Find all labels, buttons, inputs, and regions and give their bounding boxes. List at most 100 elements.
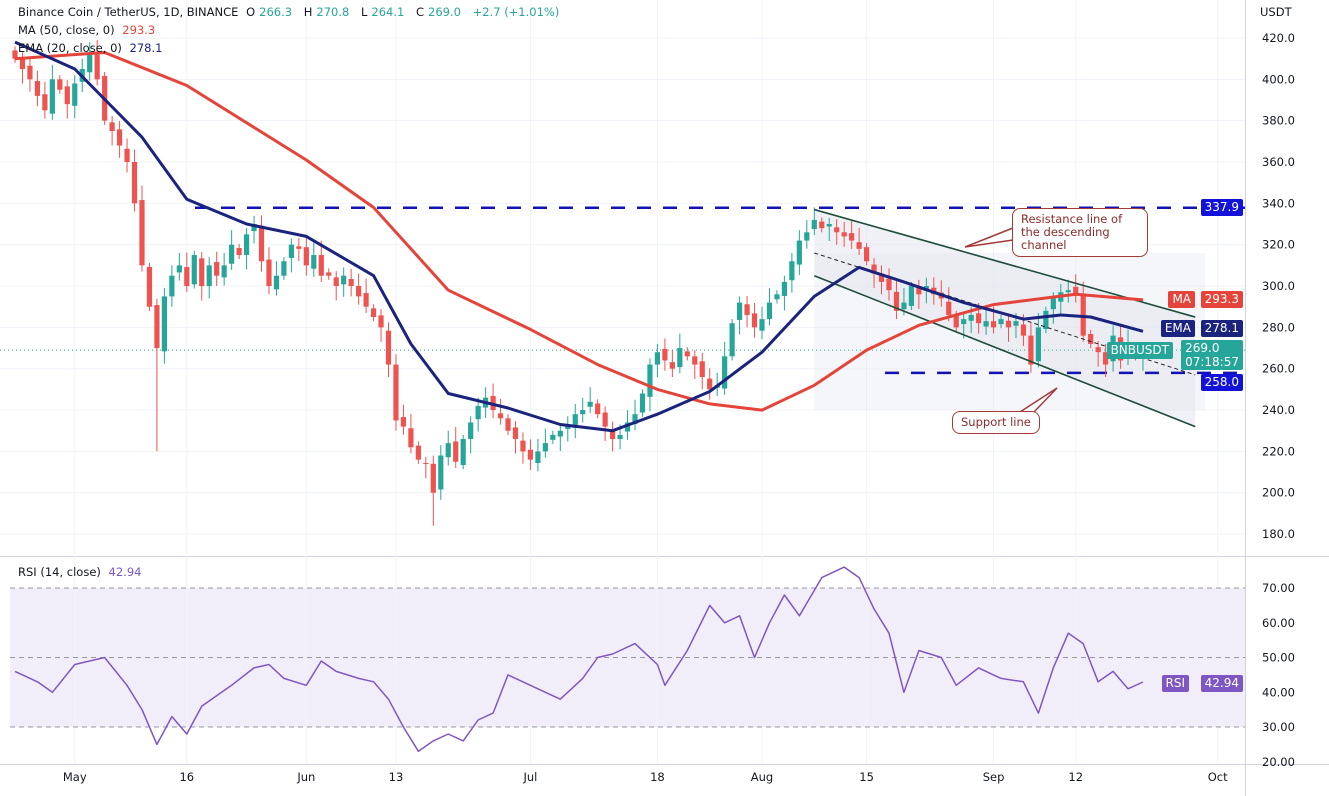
price-tick-label: 340.0: [1262, 196, 1295, 210]
candle-body: [535, 451, 541, 463]
candle: [662, 338, 668, 371]
candle: [34, 70, 41, 107]
candle: [819, 217, 825, 233]
candle: [587, 387, 593, 413]
candle-body: [512, 427, 519, 439]
candle-body: [587, 401, 593, 407]
candle-body: [124, 148, 130, 163]
candle-body: [624, 422, 631, 432]
ema-name-tag: EMA: [1160, 320, 1195, 337]
ema-legend[interactable]: EMA (20, close, 0) 278.1: [18, 41, 166, 55]
candle: [296, 238, 302, 262]
candle-body: [221, 265, 227, 278]
rsi-tick-label: 60.00: [1262, 616, 1295, 630]
candle: [243, 228, 250, 270]
low-label: L: [360, 5, 368, 19]
candle: [116, 121, 123, 158]
candle-body: [1035, 327, 1041, 362]
candle: [445, 430, 451, 466]
price-tick-label: 380.0: [1262, 114, 1295, 128]
price-tick-label: 400.0: [1262, 72, 1295, 86]
candle-body: [595, 403, 601, 415]
time-tick-label: Oct: [1208, 770, 1228, 784]
candle: [57, 75, 63, 94]
candle: [542, 428, 548, 458]
ema-value: 278.1: [129, 41, 163, 55]
candle: [12, 46, 18, 63]
time-tick-label: 15: [859, 770, 874, 784]
candle: [64, 80, 70, 119]
candle: [87, 42, 93, 81]
candle-body: [968, 314, 974, 321]
candle: [109, 116, 115, 146]
candle-body: [318, 255, 324, 276]
ema20-line: [14, 40, 1144, 433]
candle: [273, 261, 280, 296]
candle: [781, 275, 788, 311]
candle-body: [64, 86, 70, 105]
candle: [356, 273, 362, 305]
time-tick-label: Jul: [522, 770, 537, 784]
last-price-tag: 269.0 07:18:57: [1181, 340, 1243, 370]
candle: [684, 347, 690, 361]
candle: [288, 238, 294, 273]
candle: [565, 416, 571, 442]
time-tick-label: 18: [650, 770, 665, 784]
candle: [998, 314, 1004, 329]
ema-price-tag: 278.1: [1200, 320, 1243, 337]
rsi-band: [10, 588, 1245, 727]
candle-body: [542, 443, 548, 452]
candle: [1088, 329, 1094, 349]
candle-body: [341, 275, 347, 285]
candle: [766, 288, 773, 326]
candle: [811, 207, 817, 236]
candle-body: [878, 273, 885, 282]
candle: [1065, 279, 1071, 303]
ma-price-tag: 293.3: [1200, 291, 1243, 308]
candle: [886, 268, 892, 301]
support-callout[interactable]: Support line: [952, 411, 1040, 434]
candle-body: [184, 267, 190, 287]
candle: [72, 75, 78, 119]
candle-body: [438, 455, 444, 490]
candle-body: [273, 275, 280, 290]
candle-body: [1073, 286, 1079, 295]
candle-body: [356, 286, 362, 297]
candle-body: [243, 234, 250, 256]
candle-body: [1088, 333, 1094, 344]
currency-label: USDT: [1260, 5, 1292, 19]
candle: [453, 427, 459, 468]
candle: [916, 279, 922, 309]
candle-body: [1028, 335, 1034, 365]
candle-body: [109, 122, 115, 132]
time-tick-label: 12: [1068, 770, 1083, 784]
candle-body: [154, 305, 160, 349]
time-tick-label: 13: [389, 770, 404, 784]
candle-body: [266, 259, 272, 287]
candle: [834, 219, 840, 245]
candle: [430, 455, 436, 526]
open-label: O: [246, 5, 256, 19]
candle-body: [759, 319, 765, 331]
candle: [774, 290, 780, 304]
candle: [1005, 314, 1012, 342]
ma-legend[interactable]: MA (50, close, 0) 293.3: [18, 23, 159, 37]
price-tick-label: 220.0: [1262, 444, 1295, 458]
rsi-legend[interactable]: RSI (14, close) 42.94: [18, 565, 145, 579]
time-tick-label: 16: [179, 770, 194, 784]
candle-body: [348, 279, 354, 287]
candle: [983, 308, 989, 335]
price-tick-label: 320.0: [1262, 238, 1295, 252]
candle: [236, 243, 242, 260]
candle-body: [199, 258, 205, 287]
candle-body: [497, 413, 504, 419]
candle: [863, 243, 870, 266]
resistance-callout[interactable]: Resistance line of the descending channe…: [1012, 208, 1148, 257]
candle-body: [229, 244, 235, 264]
candle: [669, 349, 675, 377]
candle-body: [916, 286, 922, 295]
candle-body: [736, 302, 743, 320]
price-axis: [1245, 0, 1329, 796]
candle-body: [363, 293, 369, 307]
